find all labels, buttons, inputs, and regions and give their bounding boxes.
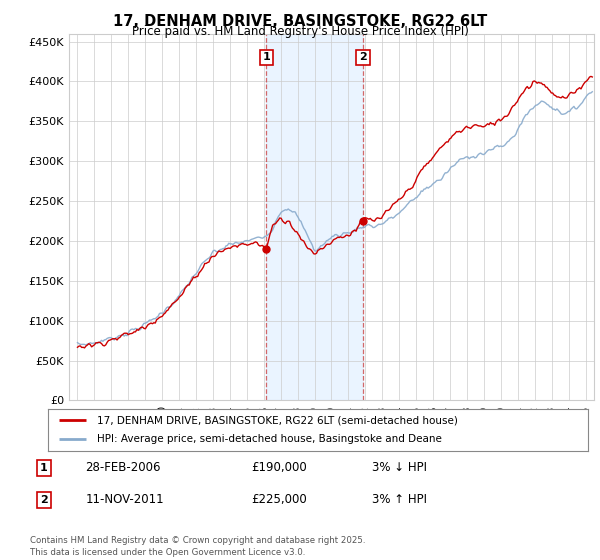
Text: £225,000: £225,000	[251, 493, 307, 506]
Text: 28-FEB-2006: 28-FEB-2006	[85, 461, 161, 474]
Text: 1: 1	[40, 463, 47, 473]
Text: 2: 2	[40, 495, 47, 505]
Text: 1: 1	[263, 53, 271, 63]
Text: HPI: Average price, semi-detached house, Basingstoke and Deane: HPI: Average price, semi-detached house,…	[97, 435, 442, 445]
Text: Price paid vs. HM Land Registry's House Price Index (HPI): Price paid vs. HM Land Registry's House …	[131, 25, 469, 38]
Text: 11-NOV-2011: 11-NOV-2011	[85, 493, 164, 506]
Text: Contains HM Land Registry data © Crown copyright and database right 2025.
This d: Contains HM Land Registry data © Crown c…	[30, 536, 365, 557]
Text: 17, DENHAM DRIVE, BASINGSTOKE, RG22 6LT: 17, DENHAM DRIVE, BASINGSTOKE, RG22 6LT	[113, 14, 487, 29]
Text: 2: 2	[359, 53, 367, 63]
Text: 3% ↓ HPI: 3% ↓ HPI	[372, 461, 427, 474]
Bar	[266, 34, 363, 400]
Text: £190,000: £190,000	[251, 461, 307, 474]
Text: 17, DENHAM DRIVE, BASINGSTOKE, RG22 6LT (semi-detached house): 17, DENHAM DRIVE, BASINGSTOKE, RG22 6LT …	[97, 415, 457, 425]
Text: 3% ↑ HPI: 3% ↑ HPI	[372, 493, 427, 506]
